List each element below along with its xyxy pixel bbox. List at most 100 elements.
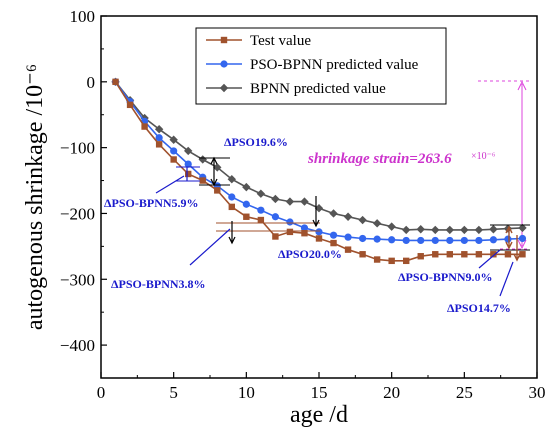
data-point <box>199 177 206 184</box>
legend-label: Test value <box>250 33 311 49</box>
annotation-texts: ΔPSO19.6% ΔPSO-BPNN5.9% ΔPSO-BPNN3.8% ΔP… <box>104 135 511 315</box>
data-point <box>314 203 324 213</box>
data-point <box>387 222 396 231</box>
data-point <box>344 233 352 241</box>
data-point <box>489 236 497 244</box>
data-point <box>446 236 454 245</box>
annotation-pso-bpnn-9-0: ΔPSO-BPNN9.0% <box>398 270 493 284</box>
data-point <box>403 257 410 265</box>
data-point <box>300 197 309 206</box>
data-point <box>315 235 323 242</box>
data-point <box>271 194 280 204</box>
arrow-psobpnn90-pointer <box>478 249 501 269</box>
y-tick-label: 100 <box>70 7 96 26</box>
data-point <box>330 239 337 247</box>
data-point <box>359 251 366 258</box>
y-tick-label: −200 <box>60 204 95 223</box>
data-point <box>286 218 294 226</box>
data-point <box>373 256 381 263</box>
data-point <box>213 163 222 172</box>
data-point <box>445 225 454 235</box>
data-point <box>184 160 192 168</box>
data-point <box>315 228 323 236</box>
data-point <box>329 231 338 239</box>
data-point <box>474 225 484 235</box>
legend-items: Test value PSO-BPNN predicted value BPNN p… <box>206 33 419 97</box>
x-tick-label: 25 <box>456 383 473 402</box>
data-point <box>446 251 453 258</box>
legend-marker <box>220 60 228 68</box>
data-point <box>272 233 279 240</box>
arrow-psobpnn90-head-down <box>505 241 513 250</box>
bracket-arrow-up <box>517 80 527 91</box>
data-point <box>475 236 483 245</box>
data-point <box>432 251 439 258</box>
annotation-pso-bpnn-5-9: ΔPSO-BPNN5.9% <box>104 196 199 210</box>
x-tick-label: 0 <box>97 383 106 402</box>
data-point <box>431 236 439 245</box>
data-point <box>126 101 134 109</box>
data-point <box>257 216 265 224</box>
data-point <box>300 224 309 232</box>
annotation-shrinkage-strain: shrinkage strain=263.6 <box>307 151 452 167</box>
x-tick-label: 10 <box>238 383 255 402</box>
data-point <box>504 251 512 258</box>
data-point <box>358 215 367 225</box>
series-layer <box>111 77 527 265</box>
x-tick-label: 20 <box>383 383 400 402</box>
data-point <box>155 134 163 142</box>
data-point <box>185 170 192 178</box>
legend-label: PSO-BPNN predicted value <box>250 57 419 73</box>
data-point <box>169 135 178 144</box>
data-point <box>519 251 526 258</box>
arrow-psobpnn90-head-up <box>505 225 513 234</box>
data-point <box>228 203 235 211</box>
data-point <box>518 223 527 233</box>
annotation-shrinkage-unit: ×10⁻⁶ <box>471 151 496 162</box>
bracket-arrow-down <box>517 239 527 250</box>
x-tick-label: 30 <box>529 383 546 402</box>
arrow-pso147-head <box>513 253 521 262</box>
series-2 <box>111 77 527 235</box>
y-axis-ticks: 100 0 −100 −200 −300 −400 <box>60 7 107 379</box>
data-point <box>489 225 498 234</box>
y-tick-label: −400 <box>60 336 95 355</box>
data-point <box>461 251 468 258</box>
legend-marker <box>220 36 228 44</box>
annotation-arrows <box>155 156 530 297</box>
data-point <box>388 236 396 244</box>
data-point <box>170 156 177 163</box>
arrow-psobpnn38-pointer <box>189 228 231 266</box>
annotation-pso-14-7: ΔPSO14.7% <box>447 301 511 315</box>
data-point <box>257 206 265 214</box>
annotation-pso-19-6: ΔPSO19.6% <box>224 135 288 149</box>
data-point <box>416 225 425 234</box>
legend-label: BPNN predicted value <box>250 81 386 97</box>
legend-marker <box>219 83 229 93</box>
data-point <box>373 235 381 243</box>
arrow-pso19-head-up <box>210 156 218 165</box>
y-tick-label: 0 <box>87 73 96 92</box>
data-point <box>372 219 382 228</box>
data-point <box>154 125 164 134</box>
data-point <box>155 141 163 148</box>
arrow-psobpnn59-pointer <box>155 175 185 194</box>
data-point <box>141 123 148 130</box>
series-0 <box>112 78 526 265</box>
arrow-pso147-pointer <box>499 261 514 297</box>
x-axis-ticks: 0 5 10 15 20 25 30 <box>97 372 546 402</box>
x-axis-title: age /d <box>290 402 348 428</box>
data-point <box>417 236 425 245</box>
x-tick-label: 15 <box>311 383 328 402</box>
data-point <box>402 225 411 235</box>
y-tick-label: −300 <box>60 270 95 289</box>
data-point <box>417 253 424 260</box>
arrow-psobpnn38-head <box>228 236 236 245</box>
annotation-pso-20-0: ΔPSO20.0% <box>278 247 342 261</box>
annotation-pso-bpnn-3-8: ΔPSO-BPNN3.8% <box>111 277 206 291</box>
y-tick-label: −100 <box>60 139 95 158</box>
data-point <box>460 225 469 235</box>
data-point <box>344 246 352 253</box>
data-point <box>112 78 119 86</box>
